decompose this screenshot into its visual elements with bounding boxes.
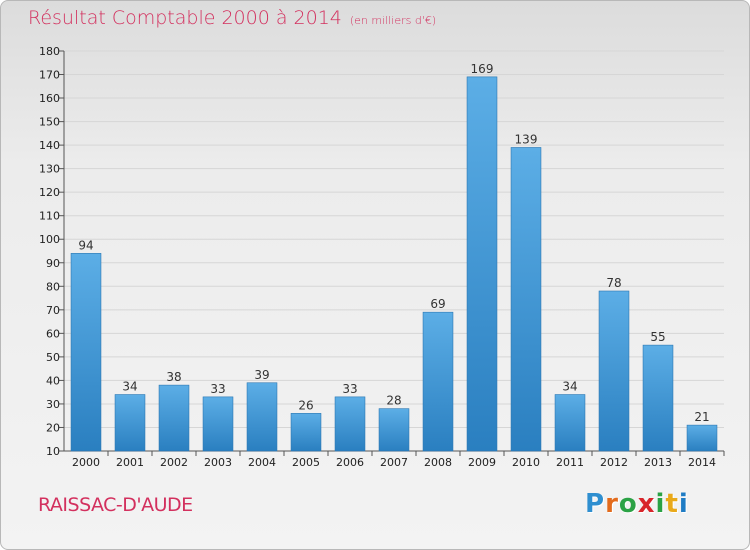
value-label: 69 (430, 297, 445, 311)
logo-letter: P (585, 489, 606, 519)
bar-2001 (114, 394, 146, 452)
y-tick-label: 130 (39, 163, 60, 176)
logo-letter: r (605, 489, 619, 519)
y-tick-label: 40 (46, 374, 60, 387)
y-tick-label: 30 (46, 398, 60, 411)
axes: 10 20 30 40 50 60 70 80 90 100 110 120 130 140 150 160 1… (39, 45, 725, 469)
y-tick-label: 120 (39, 186, 60, 199)
y-tick-label: 170 (39, 69, 60, 82)
x-tick-label: 2014 (688, 456, 716, 469)
x-tick-label: 2013 (644, 456, 672, 469)
value-label: 38 (166, 370, 181, 384)
value-label: 39 (254, 368, 269, 382)
value-label: 139 (515, 132, 538, 146)
x-tick-label: 2004 (248, 456, 276, 469)
y-tick-label: 100 (39, 233, 60, 246)
y-tick-label: 10 (46, 445, 60, 458)
value-label: 78 (606, 276, 621, 290)
value-label: 33 (210, 382, 225, 396)
x-tick-label: 2006 (336, 456, 364, 469)
bar-2007 (378, 408, 410, 452)
x-tick-label: 2002 (160, 456, 188, 469)
logo-letter: i (655, 489, 666, 519)
x-tick-label: 2011 (556, 456, 584, 469)
x-tick-label: 2007 (380, 456, 408, 469)
bar-2002 (158, 384, 190, 452)
city-name: RAISSAC-D'AUDE (38, 494, 193, 516)
bar-2012 (598, 290, 630, 452)
value-label: 28 (386, 394, 401, 408)
x-tick-label: 2000 (72, 456, 100, 469)
bar-2014 (686, 424, 718, 452)
value-label: 94 (78, 238, 93, 252)
y-tick-label: 180 (39, 45, 60, 58)
chart-unit: (en milliers d'€) (349, 14, 437, 27)
y-tick-label: 90 (46, 257, 60, 270)
bar-2009 (466, 76, 498, 452)
logo-letter: o (618, 489, 638, 519)
y-tick-label: 60 (46, 327, 60, 340)
value-label: 55 (650, 330, 665, 344)
value-labels: 94 34 38 33 39 26 33 28 69 169 139 34 78 55 21 (78, 62, 709, 424)
y-tick-label: 150 (39, 116, 60, 129)
y-tick-label: 80 (46, 280, 60, 293)
y-tick-label: 140 (39, 139, 60, 152)
bar-2004 (246, 382, 278, 452)
bar-2013 (642, 344, 674, 452)
bar-2005 (290, 413, 322, 452)
bar-2000 (70, 253, 102, 452)
bar-2006 (334, 396, 366, 452)
bar-2003 (202, 396, 234, 452)
logo-letter: t (665, 489, 679, 519)
x-tick-label: 2003 (204, 456, 232, 469)
value-label: 26 (298, 398, 313, 412)
chart-title-text: Résultat Comptable 2000 à 2014 (28, 7, 342, 29)
y-tick-label: 70 (46, 304, 60, 317)
value-label: 33 (342, 382, 357, 396)
value-label: 21 (694, 410, 709, 424)
bar-2008 (422, 311, 454, 452)
value-label: 34 (122, 380, 137, 394)
value-label: 169 (471, 62, 494, 76)
bar-2010 (510, 147, 542, 452)
chart-title: Résultat Comptable 2000 à 2014 (en millie… (28, 7, 436, 29)
value-label: 34 (562, 380, 577, 394)
logo-letter: i (678, 489, 689, 519)
x-tick-label: 2012 (600, 456, 628, 469)
x-tick-label: 2010 (512, 456, 540, 469)
bars (70, 76, 718, 452)
logo-letter: x (637, 489, 656, 519)
y-tick-label: 50 (46, 351, 60, 364)
y-tick-label: 20 (46, 421, 60, 434)
x-tick-label: 2001 (116, 456, 144, 469)
bar-2011 (554, 394, 586, 452)
x-tick-label: 2005 (292, 456, 320, 469)
x-tick-label: 2008 (424, 456, 452, 469)
y-tick-label: 160 (39, 92, 60, 105)
x-tick-label: 2009 (468, 456, 496, 469)
y-tick-label: 110 (39, 210, 60, 223)
proxiti-logo: Proxiti (585, 489, 689, 519)
